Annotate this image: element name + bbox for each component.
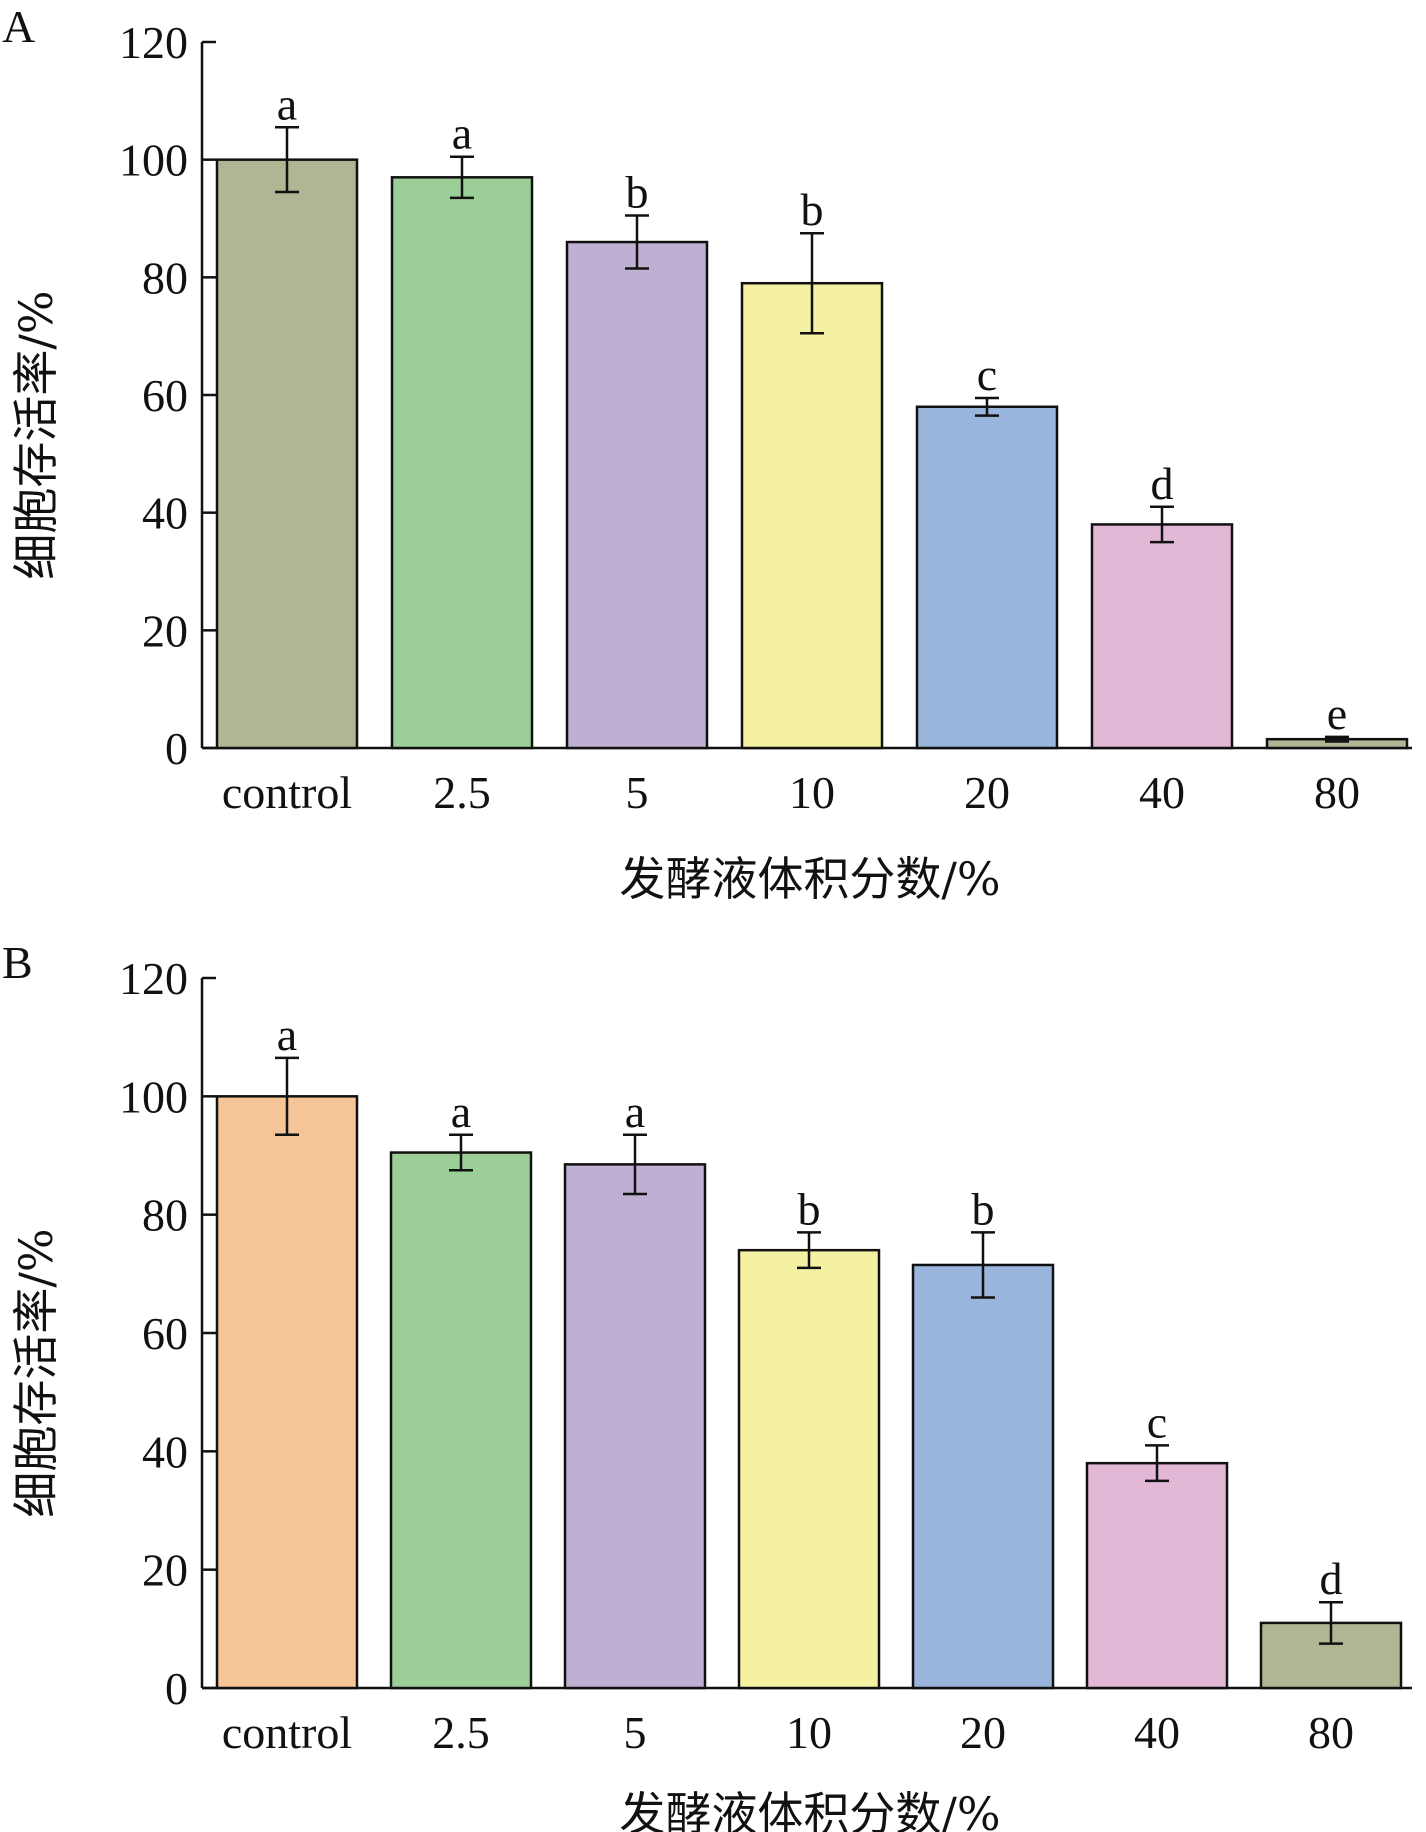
panel-b-y-tick-label: 0: [165, 1663, 188, 1714]
panel-b-y-tick-label: 40: [142, 1426, 188, 1477]
panel-a-y-axis-title: 细胞存活率/%: [9, 290, 63, 579]
panel-a-bar-20: [915, 405, 1059, 750]
panel-a-y-tick-label: 40: [142, 488, 188, 539]
panel-a-y-tick-label: 120: [119, 17, 188, 68]
panel-a-significance-80: e: [1327, 688, 1347, 739]
panel-a-bar-10: [740, 281, 884, 750]
panel-a-plot: 0 20 40 60 80 100 120 a control a 2.5 b 5 b 10 c 20 d 40 e 8…: [119, 17, 1412, 818]
panel-b-y-tick-label: 80: [142, 1190, 188, 1241]
panel-b-bar-10: [737, 1248, 881, 1690]
panel-a-bar-control: [215, 158, 359, 750]
panel-b-x-tick-label: 40: [1134, 1707, 1180, 1758]
panel-b-bar-control: [215, 1095, 359, 1690]
panel-a-significance-5: b: [626, 167, 649, 218]
panel-b-bar-20: [911, 1263, 1055, 1690]
panel-b-y-tick-label: 120: [119, 953, 188, 1004]
panel-b-bar-5: [563, 1163, 707, 1690]
panel-a-significance-control: a: [277, 78, 297, 129]
panel-a-x-tick-label: 40: [1139, 767, 1185, 818]
panel-a-x-tick-label: 5: [626, 767, 649, 818]
panel-b-significance-5: a: [625, 1086, 645, 1137]
panel-a-x-tick-label: 2.5: [433, 767, 491, 818]
panel-a-significance-40: d: [1151, 458, 1174, 509]
panel-b-y-tick-label: 100: [119, 1071, 188, 1122]
panel-b-significance-control: a: [277, 1009, 297, 1060]
panel-b-x-axis-title: 发酵液体积分数/%: [619, 1787, 1000, 1832]
panel-b-significance-10: b: [798, 1183, 821, 1234]
panel-b-significance-80: d: [1320, 1553, 1343, 1604]
panel-b-significance-40: c: [1147, 1396, 1167, 1447]
panel-a-x-tick-label: 20: [964, 767, 1010, 818]
panel-b-bar-2.5: [389, 1151, 533, 1690]
panel-a-y-tick-label: 0: [165, 723, 188, 774]
panel-a-y-tick-label: 80: [142, 252, 188, 303]
panel-a-x-tick-label: control: [222, 767, 352, 818]
panel-a-label: A: [2, 1, 35, 52]
panel-b: B 细胞存活率/% 发酵液体积分数/% 0 20 40 60 80 100 120 a cont…: [2, 937, 1412, 1832]
panel-a-bar-2.5: [390, 176, 534, 750]
panel-b-significance-20: b: [972, 1183, 995, 1234]
panel-a-y-tick-label: 20: [142, 605, 188, 656]
panel-b-label: B: [2, 937, 33, 988]
panel-b-y-tick-label: 60: [142, 1308, 188, 1359]
panel-b-x-tick-label: 2.5: [432, 1707, 490, 1758]
panel-b-bar-40: [1085, 1461, 1229, 1690]
panel-a-significance-20: c: [977, 349, 997, 400]
panel-a-significance-2.5: a: [452, 108, 472, 159]
panel-b-significance-2.5: a: [451, 1086, 471, 1137]
panel-a-x-tick-label: 80: [1314, 767, 1360, 818]
panel-a-bar-40: [1090, 523, 1234, 750]
panel-a-y-tick-label: 60: [142, 370, 188, 421]
panel-a-y-tick-label: 100: [119, 135, 188, 186]
panel-b-x-tick-label: 5: [624, 1707, 647, 1758]
panel-a-x-tick-label: 10: [789, 767, 835, 818]
panel-b-x-tick-label: 80: [1308, 1707, 1354, 1758]
panel-b-plot: 0 20 40 60 80 100 120 a control a 2.5 a 5 b 10 b 20 c 40 d 8…: [119, 953, 1412, 1758]
panel-a-bar-5: [565, 240, 709, 750]
panel-b-y-axis-title: 细胞存活率/%: [9, 1228, 63, 1517]
panel-b-x-tick-label: 10: [786, 1707, 832, 1758]
panel-b-x-tick-label: control: [222, 1707, 352, 1758]
panel-b-x-tick-label: 20: [960, 1707, 1006, 1758]
panel-a-x-axis-title: 发酵液体积分数/%: [619, 852, 1000, 906]
panel-a-significance-10: b: [801, 184, 824, 235]
panel-b-y-tick-label: 20: [142, 1545, 188, 1596]
panel-a: A 细胞存活率/% 发酵液体积分数/% 0 20 40 60 80 100 120 a cont…: [2, 1, 1412, 906]
